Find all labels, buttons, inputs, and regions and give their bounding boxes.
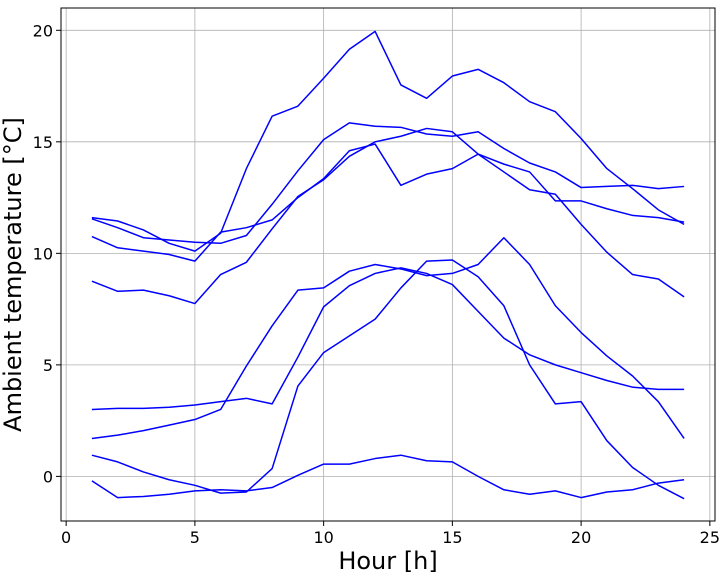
series-line-4 <box>91 127 685 305</box>
y-tick-label: 0 <box>43 467 53 486</box>
series-line-3 <box>91 143 685 262</box>
series-lines <box>91 30 685 500</box>
x-tick-label: 5 <box>190 528 200 547</box>
axis-ticks: 0 5 10 15 20 25 0 5 10 15 20 <box>33 21 720 547</box>
y-tick-label: 10 <box>33 244 53 263</box>
x-axis-title: Hour [h] <box>338 547 437 575</box>
y-tick-label: 20 <box>33 21 53 40</box>
x-tick-label: 0 <box>61 528 71 547</box>
y-tick-label: 15 <box>33 133 53 152</box>
x-tick-label: 10 <box>313 528 333 547</box>
series-line-2 <box>91 122 685 245</box>
y-axis-title: Ambient temperature [°C] <box>0 117 27 432</box>
x-tick-label: 15 <box>442 528 462 547</box>
x-tick-label: 20 <box>571 528 591 547</box>
x-tick-label: 25 <box>700 528 720 547</box>
series-line-1 <box>91 30 685 252</box>
series-line-6 <box>91 236 685 440</box>
grid-lines <box>61 8 715 521</box>
y-tick-label: 5 <box>43 356 53 375</box>
series-line-5 <box>91 267 685 411</box>
series-line-8 <box>91 454 685 499</box>
plot-frame <box>60 7 716 522</box>
series-line-7 <box>91 259 685 500</box>
